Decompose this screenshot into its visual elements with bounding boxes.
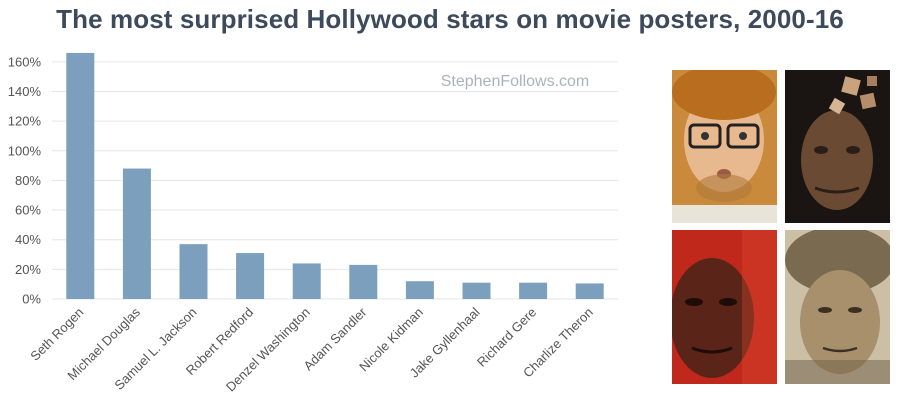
bars: [66, 52, 604, 299]
bar-seth-rogen: [66, 52, 95, 299]
y-tick-label: 80%: [15, 173, 41, 188]
bar-chart: 0% 20% 40% 60% 80% 100% 120% 140% 160% Seth Roge…: [8, 52, 618, 394]
x-tick-label: Seth Rogen: [27, 305, 86, 364]
watermark: StephenFollows.com: [441, 73, 590, 90]
poster-photos: [672, 70, 892, 384]
y-tick-label: 100%: [8, 143, 42, 158]
y-axis-ticks: 0% 20% 40% 60% 80% 100% 120% 140% 160%: [8, 54, 42, 306]
bar-robert-redford: [236, 253, 265, 299]
y-tick-label: 0%: [22, 292, 41, 307]
chart-title: The most surprised Hollywood stars on mo…: [56, 4, 844, 34]
y-tick-label: 140%: [8, 84, 42, 99]
bar-michael-douglas: [122, 168, 151, 299]
bar-denzel-washington: [292, 263, 321, 299]
bar-adam-sandler: [349, 264, 378, 299]
bar-richard-gere: [519, 282, 548, 299]
bar-charlize-theron: [575, 283, 604, 299]
y-tick-label: 20%: [15, 262, 41, 277]
y-tick-label: 160%: [8, 54, 42, 69]
robert-redford-photo: [785, 230, 890, 384]
bar-samuel-l-jackson: [179, 244, 208, 299]
seth-rogen-photo: [672, 70, 777, 223]
bar-jake-gyllenhaal: [462, 282, 491, 299]
y-tick-label: 60%: [15, 203, 41, 218]
bar-nicole-kidman: [405, 281, 434, 299]
michael-douglas-photo: [785, 70, 890, 223]
y-tick-label: 40%: [15, 232, 41, 247]
samuel-l-jackson-photo: [672, 230, 777, 384]
y-tick-label: 120%: [8, 114, 42, 129]
